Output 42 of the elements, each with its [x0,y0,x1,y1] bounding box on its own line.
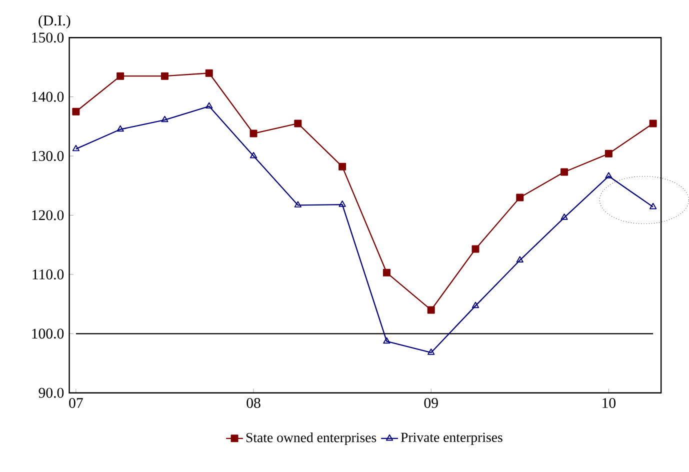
point [516,256,524,262]
point [428,348,435,355]
point [382,268,390,276]
y-tick-label: 90.0 [38,388,64,398]
point [650,202,657,210]
point [516,194,524,202]
point [250,152,258,158]
y-tick-label: 130.0 [32,150,64,162]
x-tick-label: 08 [246,398,260,408]
point [338,200,346,207]
point [72,108,80,116]
point [560,214,568,220]
point [250,130,258,138]
x-tick-label: 10 [602,398,616,408]
y-tick-label: 150.0 [32,32,64,43]
point [116,72,124,80]
point [605,172,612,178]
point [649,120,657,128]
x-tick-label: 09 [424,398,438,408]
point [472,245,480,253]
y-tick-label: 120.0 [32,210,64,220]
point [160,72,168,80]
point [161,116,168,122]
point [205,69,213,77]
y-axis-title: (D.I.) [38,15,70,28]
y-tick-label: 100.0 [32,328,64,339]
point [294,120,302,128]
legend-label: Private enterprises [400,432,502,445]
legend-label: State owned enterprises [246,432,376,446]
point [72,144,80,152]
y-tick-label: 140.0 [32,92,64,102]
point [206,102,213,109]
y-tick-label: 110.0 [32,269,64,280]
point [116,125,124,132]
point [294,201,302,208]
point [383,337,390,344]
point [604,150,612,158]
x-tick-label: 07 [69,398,83,408]
point [472,302,480,308]
point [427,306,435,314]
point [338,162,346,170]
point [560,168,568,176]
